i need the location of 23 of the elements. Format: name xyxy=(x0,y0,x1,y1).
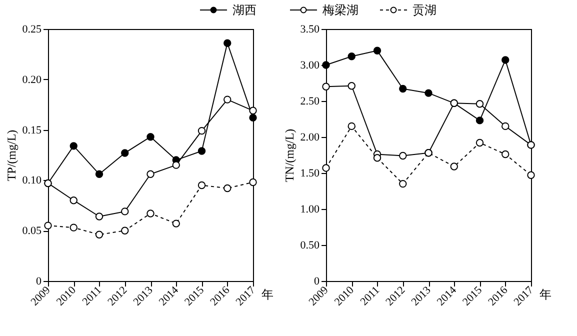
y-tick-label: 3.50 xyxy=(300,24,320,36)
y-tick-label: 2.00 xyxy=(300,132,320,144)
legend-label: 湖西 xyxy=(232,3,256,17)
y-tick-label: 0 xyxy=(36,276,42,288)
y-tick-label: 3.00 xyxy=(300,60,320,72)
y-tick-label: 0.20 xyxy=(22,74,42,86)
y-tick-label: 0 xyxy=(314,276,320,288)
y-tick-label: 1.00 xyxy=(300,204,320,216)
legend-label: 梅梁湖 xyxy=(321,3,358,17)
y-tick-label: 1.50 xyxy=(300,168,320,180)
y-tick-label: 0.50 xyxy=(300,240,320,252)
y-tick-label: 0.15 xyxy=(22,124,42,136)
y-tick-label: 2.50 xyxy=(300,96,320,108)
y-tick-label: 0.05 xyxy=(22,225,42,238)
y-tick-label: 0.10 xyxy=(22,174,42,187)
x-axis-title: 年 xyxy=(262,288,274,302)
x-axis-title: 年 xyxy=(540,288,552,302)
y-axis-title: TP/(mg/L) xyxy=(4,130,18,182)
y-axis-title: TN/(mg/L) xyxy=(282,128,296,182)
x-tick-label: 2011 xyxy=(80,284,104,308)
x-tick-label: 2011 xyxy=(358,284,382,308)
y-tick-label: 0.25 xyxy=(22,24,42,36)
legend-label: 贡湖 xyxy=(412,3,436,17)
